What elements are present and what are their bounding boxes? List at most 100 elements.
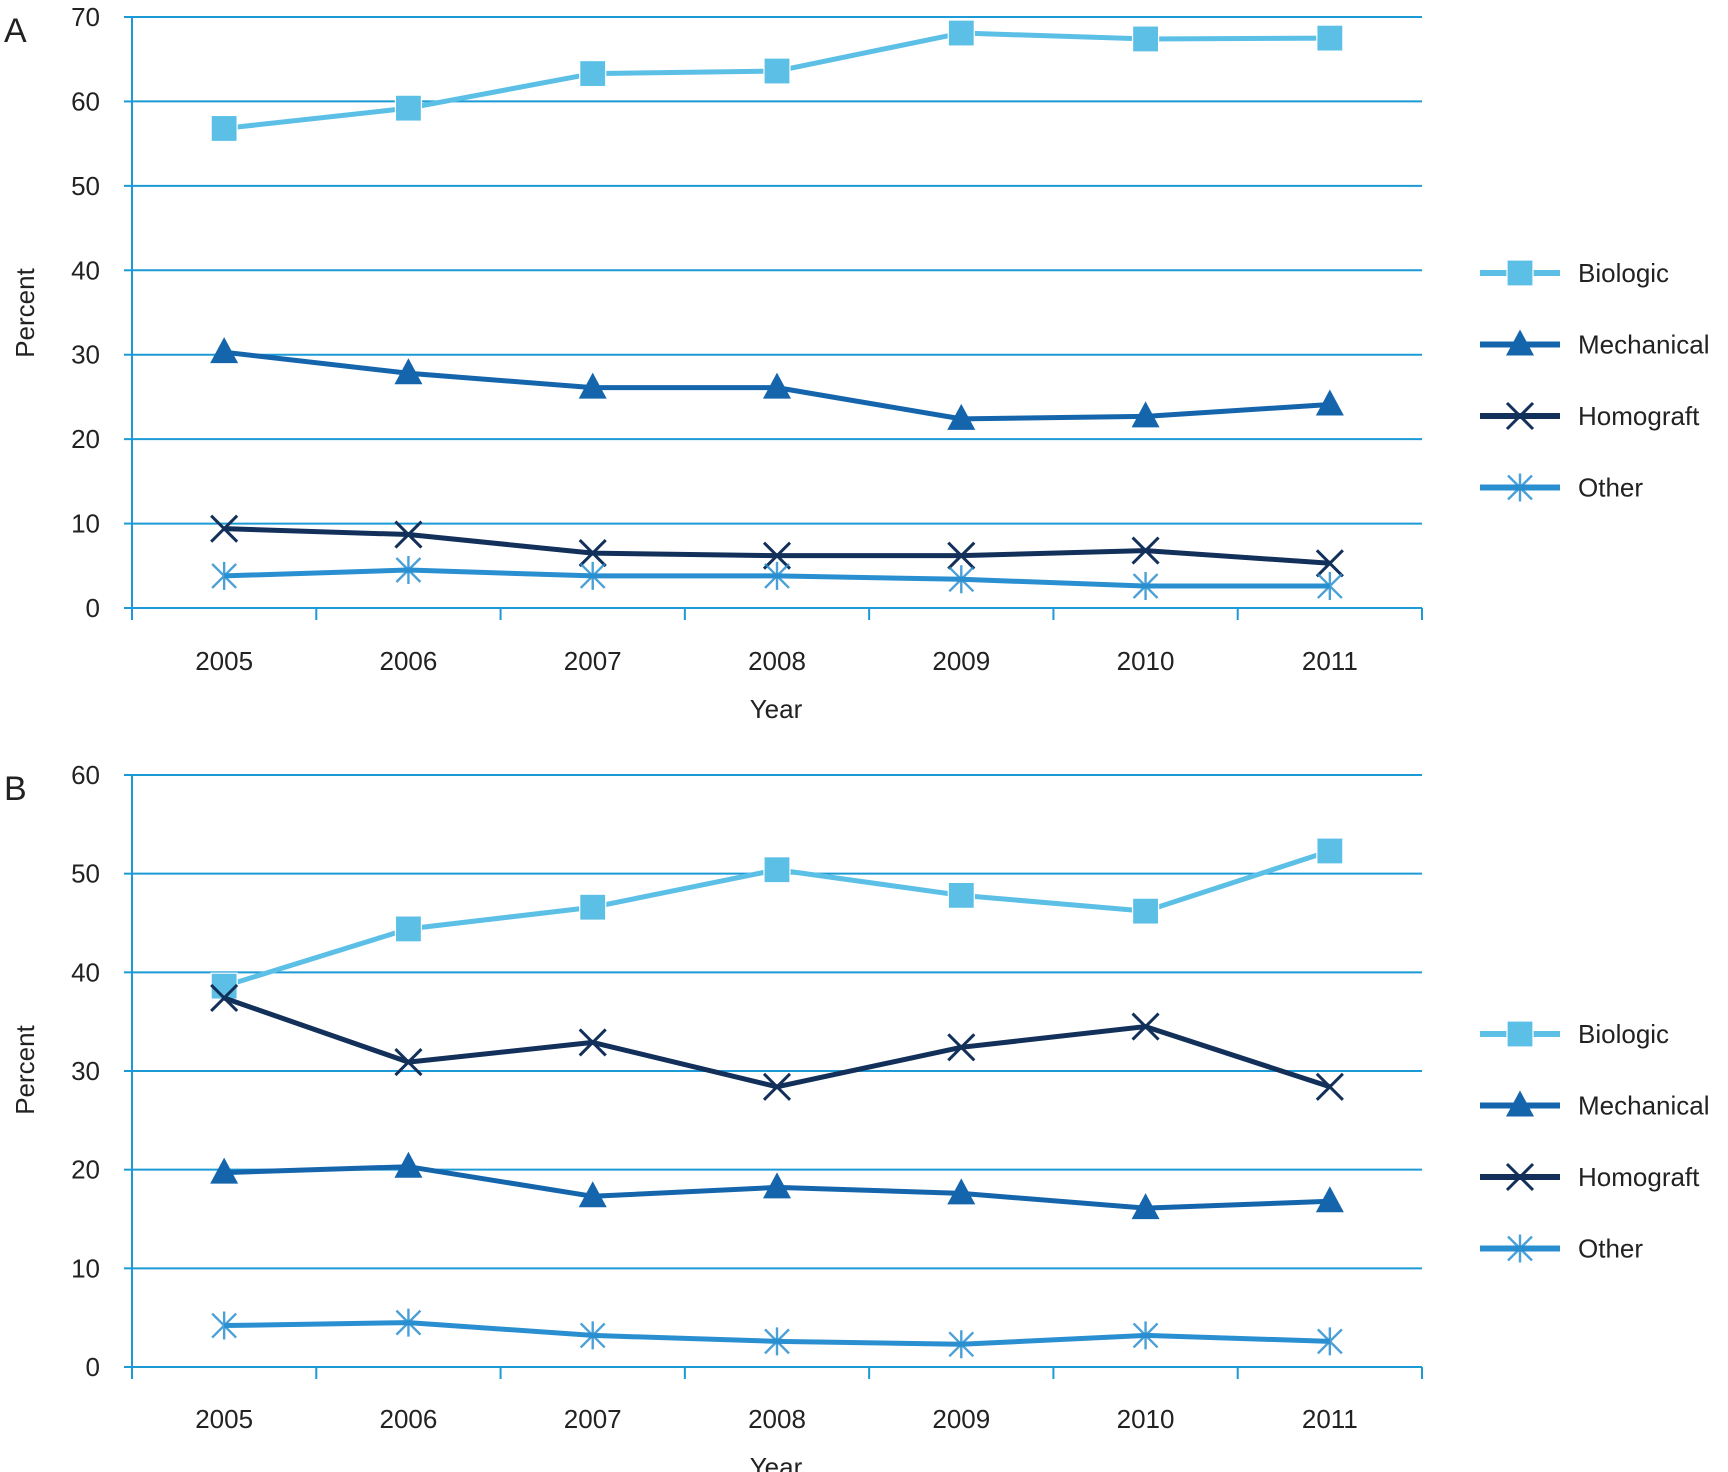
- data-point-other: [1317, 1327, 1343, 1356]
- data-point-homograft: [1315, 1072, 1344, 1101]
- data-point-homograft: [578, 539, 607, 568]
- data-point-biologic: [1131, 25, 1160, 53]
- series-homograft: [210, 983, 1344, 1101]
- data-point-biologic: [763, 57, 791, 85]
- series-other: [211, 1308, 1343, 1359]
- data-point-biologic: [947, 881, 975, 909]
- data-point-mechanical: [947, 1178, 976, 1205]
- data-point-mechanical: [210, 1157, 239, 1184]
- legend-marker: [1507, 473, 1533, 502]
- legend-label: Homograft: [1578, 1162, 1700, 1192]
- x-tick-label: 2009: [932, 646, 990, 676]
- data-point-other: [395, 1308, 422, 1337]
- x-tick-label: 2008: [748, 646, 806, 676]
- data-point-biologic: [1316, 837, 1344, 865]
- y-axis-title: Percent: [10, 267, 40, 357]
- data-point-other: [1132, 572, 1159, 601]
- legend-item-biologic: Biologic: [1480, 258, 1669, 288]
- legend-item-mechanical: Mechanical: [1480, 1090, 1710, 1121]
- data-point-homograft: [1131, 1012, 1160, 1041]
- data-point-biologic: [1131, 897, 1160, 925]
- gridlines: [132, 16, 1422, 525]
- chart-panel-b: B 0 10 20 30 40 50 60 2005 2006 2007 2008 2009 2010…: [4, 760, 1710, 1472]
- data-point-homograft: [394, 1048, 423, 1077]
- data-point-mechanical: [1131, 1193, 1160, 1220]
- data-point-homograft: [394, 520, 423, 549]
- y-tick-label: 60: [71, 760, 100, 790]
- data-point-homograft: [762, 541, 792, 570]
- legend-marker: [1506, 1020, 1534, 1048]
- data-point-mechanical: [394, 358, 423, 385]
- y-axis-title: Percent: [10, 1024, 40, 1114]
- y-tick-label: 0: [86, 593, 100, 623]
- data-point-homograft: [1131, 536, 1160, 565]
- data-point-other: [211, 561, 237, 590]
- y-tick-label: 40: [71, 255, 100, 285]
- y-tick-label: 50: [71, 859, 100, 889]
- x-tick-labels: 2005 2006 2007 2008 2009 2010 2011: [195, 1404, 1358, 1434]
- legend: Biologic Mechanical Homograft Other: [1480, 1019, 1710, 1264]
- x-tick-label: 2006: [380, 1404, 438, 1434]
- y-tick-label: 0: [86, 1352, 100, 1382]
- legend-swatch-mechanical: [1480, 329, 1560, 356]
- legend-marker: [1506, 1090, 1534, 1117]
- x-tick-label: 2010: [1117, 646, 1175, 676]
- legend-item-biologic: Biologic: [1480, 1019, 1669, 1049]
- axes: [124, 774, 1423, 1379]
- data-point-other: [764, 1327, 790, 1356]
- x-tick-label: 2011: [1302, 646, 1358, 676]
- x-tick-label: 2007: [564, 1404, 622, 1434]
- data-point-biologic: [394, 915, 423, 943]
- y-tick-label: 10: [71, 1253, 100, 1283]
- x-tick-label: 2008: [748, 1404, 806, 1434]
- series-other: [211, 556, 1343, 601]
- panel-label: A: [4, 12, 27, 50]
- series-line-homograft: [223, 995, 1331, 1090]
- series-layer: [210, 837, 1344, 1359]
- data-point-homograft: [762, 1072, 792, 1101]
- data-point-mechanical: [578, 1181, 607, 1208]
- y-tick-label: 50: [71, 171, 100, 201]
- x-tick-label: 2011: [1302, 1404, 1358, 1434]
- data-point-mechanical: [763, 1172, 791, 1199]
- data-point-biologic: [579, 59, 607, 88]
- legend-swatch-homograft: [1480, 401, 1560, 431]
- axes: [124, 16, 1423, 620]
- legend-swatch-other: [1480, 473, 1560, 502]
- legend-label: Homograft: [1578, 401, 1700, 431]
- data-point-mechanical: [394, 1151, 423, 1178]
- x-axis-title: Year: [750, 694, 803, 724]
- legend-swatch-homograft: [1480, 1162, 1560, 1192]
- data-point-biologic: [210, 114, 238, 143]
- legend-label: Mechanical: [1578, 330, 1710, 360]
- legend-swatch-mechanical: [1480, 1090, 1560, 1117]
- data-point-mechanical: [763, 372, 791, 399]
- x-tick-label: 2010: [1117, 1404, 1175, 1434]
- legend-label: Other: [1578, 1234, 1643, 1264]
- data-point-other: [579, 1321, 606, 1350]
- data-point-other: [211, 1311, 237, 1340]
- x-tick-label: 2006: [380, 646, 438, 676]
- legend-marker: [1505, 401, 1535, 431]
- y-tick-label: 40: [71, 957, 100, 987]
- legend-item-homograft: Homograft: [1480, 1162, 1700, 1192]
- data-point-homograft: [947, 541, 976, 570]
- data-point-other: [1317, 572, 1343, 601]
- legend-item-other: Other: [1480, 473, 1643, 503]
- legend-swatch-biologic: [1480, 1020, 1560, 1048]
- x-tick-label: 2009: [932, 1404, 990, 1434]
- data-point-mechanical: [1315, 1186, 1344, 1213]
- series-layer: [210, 19, 1344, 601]
- legend-item-mechanical: Mechanical: [1480, 329, 1710, 360]
- legend-label: Mechanical: [1578, 1091, 1710, 1121]
- legend-marker: [1506, 259, 1534, 287]
- y-tick-label: 20: [71, 424, 100, 454]
- data-point-biologic: [210, 972, 238, 1000]
- data-point-mechanical: [578, 372, 607, 399]
- data-point-other: [579, 561, 606, 590]
- data-point-biologic: [579, 893, 607, 921]
- legend-marker: [1507, 1234, 1533, 1263]
- y-tick-label: 30: [71, 1056, 100, 1086]
- data-point-homograft: [210, 983, 239, 1013]
